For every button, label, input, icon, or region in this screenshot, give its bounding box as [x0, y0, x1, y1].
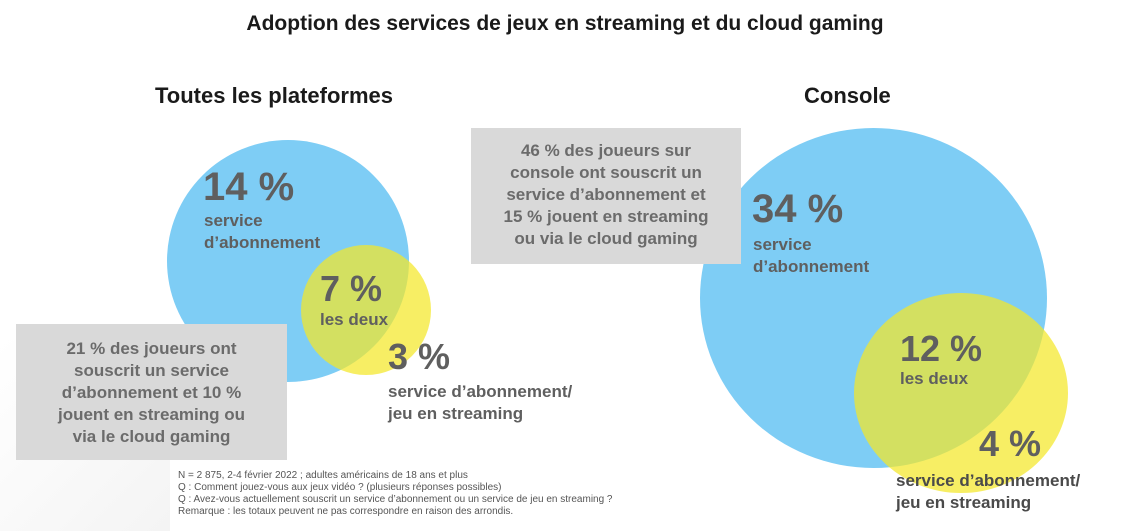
right-subscription-label: service d’abonnement [753, 235, 870, 276]
footnote-sample: N = 2 875, 2-4 février 2022 ; adultes am… [178, 470, 468, 481]
right-both-label: les deux [900, 369, 969, 388]
left-heading: Toutes les plateformes [155, 83, 393, 108]
footnote-question-2: Q : Avez-vous actuellement souscrit un s… [178, 494, 613, 505]
right-subscription-value: 34 % [752, 187, 844, 231]
left-streaming-label: service d’abonnement/ jeu en streaming [388, 382, 573, 423]
footnote-question-1: Q : Comment jouez-vous aux jeux vidéo ? … [178, 482, 502, 493]
left-both-value: 7 % [320, 268, 383, 309]
footnote-remark: Remarque : les totaux peuvent ne pas cor… [178, 506, 514, 517]
left-subscription-label: service d’abonnement [204, 211, 321, 252]
right-streaming-label: service d’abonnement/ jeu en streaming [896, 471, 1081, 512]
right-both-value: 12 % [900, 328, 983, 369]
left-subscription-value: 14 % [203, 165, 295, 209]
right-heading: Console [804, 83, 891, 108]
left-note-box: 21 % des joueurs ont souscrit un service… [16, 324, 287, 460]
left-both-label: les deux [320, 310, 389, 329]
footnotes: N = 2 875, 2-4 février 2022 ; adultes am… [178, 470, 613, 518]
left-streaming-circle [301, 245, 431, 375]
left-streaming-value: 3 % [388, 336, 451, 377]
page-title: Adoption des services de jeux en streami… [246, 12, 884, 35]
right-note-box: 46 % des joueurs sur console ont souscri… [471, 128, 741, 264]
right-streaming-circle [854, 293, 1068, 493]
right-streaming-value: 4 % [979, 423, 1042, 464]
